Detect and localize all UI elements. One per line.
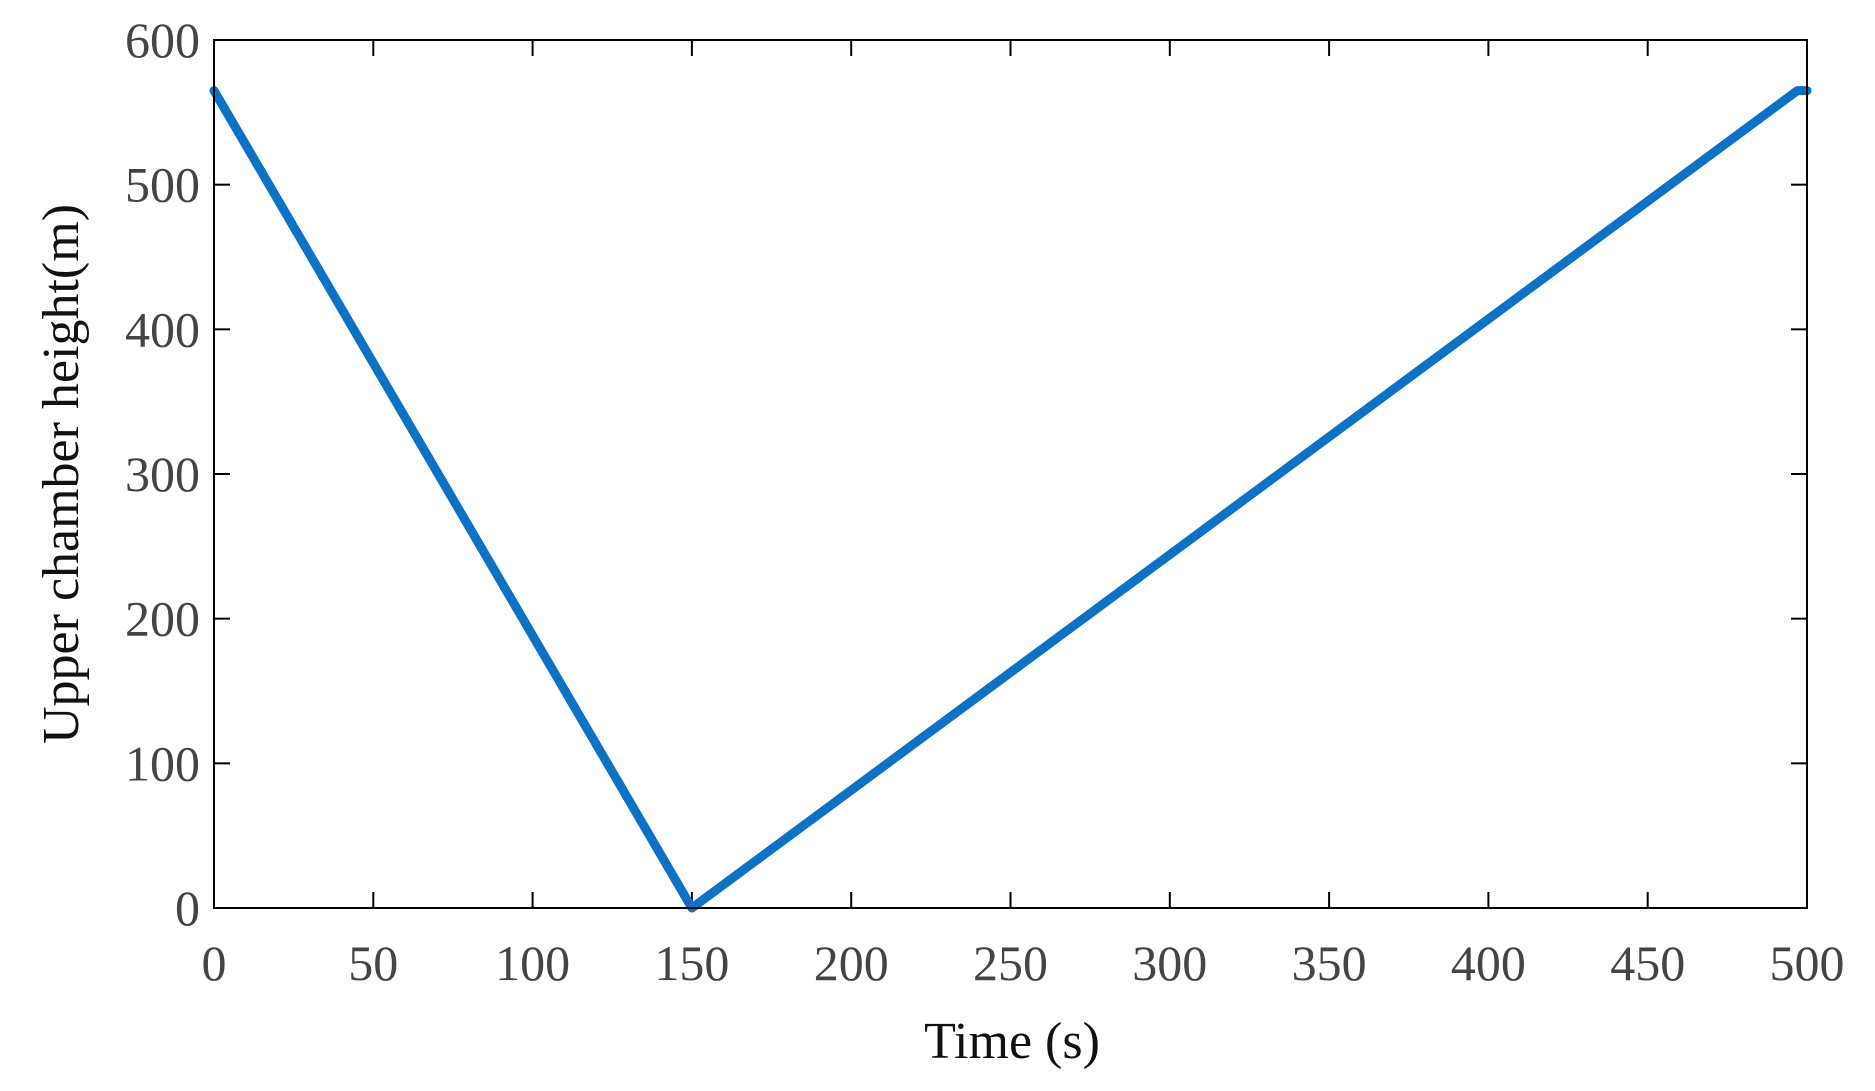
y-tick-label: 100 [125,735,200,791]
y-tick-label: 400 [125,301,200,357]
x-ticks: 0 50 100 150 200 250 300 350 400 450 500 [202,40,1845,991]
y-tick-label: 300 [125,446,200,502]
x-tick-label: 250 [973,935,1048,991]
x-tick-label: 300 [1132,935,1207,991]
x-axis-label: Time (s) [924,1013,1100,1070]
y-tick-label: 0 [175,880,200,936]
y-ticks: 0 100 200 300 400 500 600 [125,12,1807,936]
x-tick-label: 150 [654,935,729,991]
series-layer [209,86,1812,913]
plot-frame [213,39,1808,909]
plot-area [214,40,1807,908]
y-axis-label: Upper chamber height(m) [33,204,90,744]
x-tick-label: 0 [202,935,227,991]
x-tick-label: 400 [1451,935,1526,991]
x-tick-label: 100 [495,935,570,991]
x-tick-label: 350 [1292,935,1367,991]
x-tick-label: 50 [348,935,398,991]
x-tick-label: 500 [1770,935,1845,991]
x-tick-label: 450 [1610,935,1685,991]
x-tick-label: 200 [814,935,889,991]
series-line [209,86,1812,913]
y-tick-label: 600 [125,12,200,68]
y-tick-label: 200 [125,591,200,647]
y-tick-label: 500 [125,157,200,213]
